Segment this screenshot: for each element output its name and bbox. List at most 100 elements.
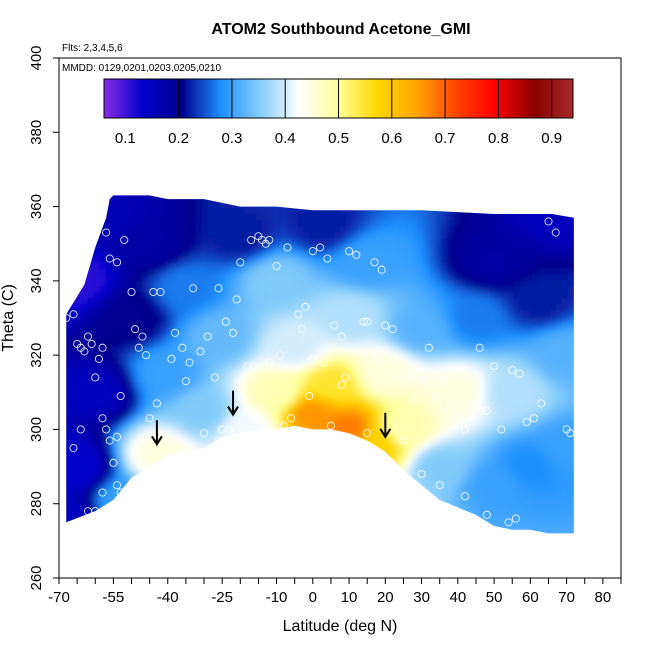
heatmap-cell xyxy=(237,195,245,198)
heatmap-cell xyxy=(363,202,371,210)
heatmap-cell xyxy=(52,436,59,443)
heatmap-cell xyxy=(105,508,113,516)
heatmap-cell xyxy=(495,430,503,438)
heatmap-cell xyxy=(75,442,83,450)
heatmap-cell xyxy=(231,394,239,402)
heatmap-cell xyxy=(531,274,539,282)
heatmap-cell xyxy=(417,466,425,474)
heatmap-cell xyxy=(183,442,191,450)
heatmap-cell xyxy=(291,334,299,342)
heatmap-cell xyxy=(375,478,383,486)
heatmap-cell xyxy=(495,382,503,390)
heatmap-cell xyxy=(453,220,461,228)
heatmap-cell xyxy=(519,238,527,246)
heatmap-cell xyxy=(339,250,347,258)
heatmap-cell xyxy=(297,292,305,300)
heatmap-cell xyxy=(411,508,419,516)
heatmap-cell xyxy=(255,256,263,264)
heatmap-cell xyxy=(381,268,389,276)
heatmap-cell xyxy=(285,196,293,204)
heatmap-cell xyxy=(255,226,263,234)
heatmap-cell xyxy=(532,538,539,545)
heatmap-cell xyxy=(543,514,551,522)
heatmap-cell xyxy=(483,280,491,288)
heatmap-cell xyxy=(381,195,389,198)
heatmap-cell xyxy=(363,472,371,480)
heatmap-cell xyxy=(399,400,407,408)
heatmap-cell xyxy=(411,250,419,258)
heatmap-cell xyxy=(249,424,257,432)
heatmap-cell xyxy=(165,508,173,516)
heatmap-cell xyxy=(441,496,449,504)
heatmap-cell xyxy=(507,478,515,486)
heatmap-cell xyxy=(495,526,503,534)
heatmap-cell xyxy=(537,388,545,396)
heatmap-cell xyxy=(93,310,101,318)
heatmap-cell xyxy=(429,226,437,234)
heatmap-cell xyxy=(243,508,251,516)
heatmap-cell xyxy=(519,490,527,498)
heatmap-cell xyxy=(66,448,71,456)
heatmap-cell xyxy=(297,382,305,390)
heatmap-cell xyxy=(87,424,95,432)
heatmap-cell xyxy=(411,195,419,198)
heatmap-cell xyxy=(111,214,119,222)
heatmap-cell xyxy=(255,232,263,240)
heatmap-cell xyxy=(322,538,329,545)
heatmap-cell xyxy=(345,238,353,246)
heatmap-cell xyxy=(369,388,377,396)
heatmap-cell xyxy=(321,466,329,474)
heatmap-cell xyxy=(321,244,329,252)
heatmap-cell xyxy=(411,472,419,480)
heatmap-cell xyxy=(447,520,455,528)
heatmap-cell xyxy=(363,340,371,348)
heatmap-cell xyxy=(441,388,449,396)
heatmap-cell xyxy=(273,472,281,480)
heatmap-cell xyxy=(171,298,179,306)
heatmap-cell xyxy=(489,322,497,330)
heatmap-cell xyxy=(543,334,551,342)
heatmap-cell xyxy=(117,394,125,402)
heatmap-cell xyxy=(387,364,395,372)
heatmap-cell xyxy=(429,195,437,198)
heatmap-cell xyxy=(501,334,509,342)
heatmap-cell xyxy=(99,436,107,444)
heatmap-cell xyxy=(177,430,185,438)
heatmap-cell xyxy=(465,436,473,444)
heatmap-cell xyxy=(183,448,191,456)
heatmap-cell xyxy=(519,232,527,240)
heatmap-cell xyxy=(135,394,143,402)
heatmap-cell xyxy=(219,238,227,246)
heatmap-cell xyxy=(310,184,317,191)
heatmap-cell xyxy=(381,304,389,312)
heatmap-cell xyxy=(219,268,227,276)
heatmap-cell xyxy=(273,262,281,270)
heatmap-cell xyxy=(399,346,407,354)
heatmap-cell xyxy=(525,388,533,396)
heatmap-cell xyxy=(321,298,329,306)
heatmap-cell xyxy=(369,520,377,528)
heatmap-cell xyxy=(117,400,125,408)
heatmap-cell xyxy=(243,280,251,288)
heatmap-cell xyxy=(531,238,539,246)
heatmap-cell xyxy=(124,538,131,545)
heatmap-cell xyxy=(123,226,131,234)
heatmap-cell xyxy=(465,346,473,354)
heatmap-cell xyxy=(459,478,467,486)
heatmap-cell xyxy=(447,370,455,378)
heatmap-cell xyxy=(117,304,125,312)
heatmap-cell xyxy=(66,382,71,390)
heatmap-cell xyxy=(273,436,281,444)
heatmap-cell xyxy=(405,364,413,372)
heatmap-cell xyxy=(135,196,143,204)
heatmap-cell xyxy=(429,526,437,534)
heatmap-cell xyxy=(135,195,143,198)
heatmap-cell xyxy=(75,400,83,408)
heatmap-cell xyxy=(232,184,239,191)
heatmap-cell xyxy=(501,484,509,492)
heatmap-cell xyxy=(333,226,341,234)
heatmap-cell xyxy=(52,508,59,515)
heatmap-cell xyxy=(459,310,467,318)
heatmap-cell xyxy=(189,514,197,522)
heatmap-cell xyxy=(321,346,329,354)
